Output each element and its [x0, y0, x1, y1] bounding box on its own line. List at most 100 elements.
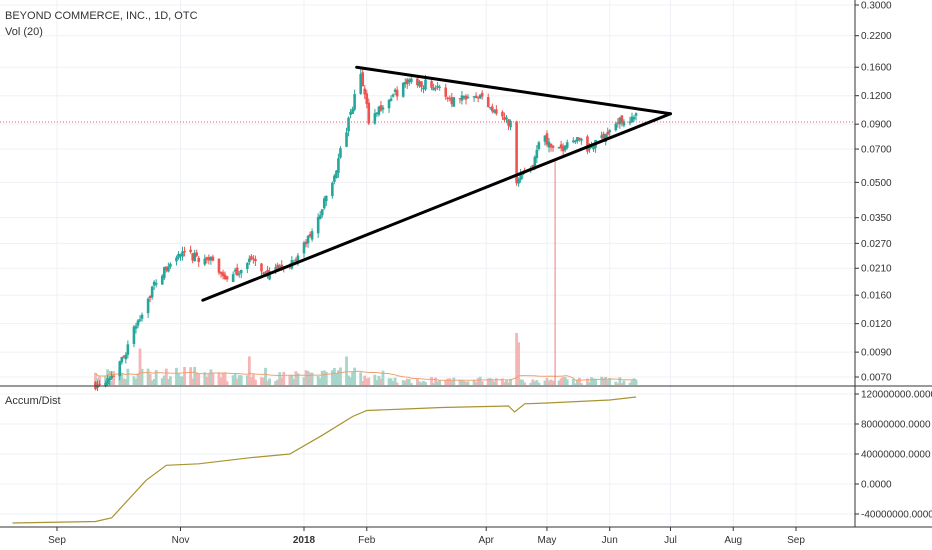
candle-body: [493, 110, 496, 113]
ad-tick-label: 80000000.0000: [861, 420, 931, 431]
candle-body: [574, 140, 577, 143]
ad-tick-label: 120000000.0000: [861, 390, 932, 401]
candle-body: [478, 94, 482, 99]
volume-bar: [278, 372, 282, 385]
volume-bar: [622, 380, 626, 385]
candle-body: [193, 252, 196, 262]
volume-bar: [446, 378, 450, 385]
candle-body: [324, 195, 328, 202]
volume-bar: [517, 342, 521, 385]
candle-body: [335, 170, 338, 178]
candle-body: [278, 266, 282, 268]
candle-body: [223, 274, 227, 279]
volume-bar: [237, 375, 241, 385]
candle-body: [112, 375, 115, 377]
candle-body: [167, 266, 170, 272]
volume-bar: [110, 380, 114, 385]
candle-body: [450, 97, 454, 105]
candle-body: [349, 111, 352, 115]
candle-body: [160, 275, 164, 285]
candle-body: [235, 267, 239, 276]
volume-bar: [179, 376, 182, 385]
candle-body: [405, 79, 409, 84]
candle-body: [628, 121, 632, 124]
candle-body: [207, 256, 211, 261]
candle-body: [389, 98, 393, 101]
candle-body: [586, 136, 589, 152]
price-overlays: [0, 65, 855, 385]
volume-bar: [349, 377, 352, 385]
volume-bar: [618, 377, 622, 385]
candle-body: [134, 325, 138, 329]
volume-bar: [203, 372, 207, 385]
candle-body: [316, 216, 320, 234]
volume-bar: [193, 366, 197, 385]
price-tick-label: 0.0270: [861, 239, 892, 250]
candle-body: [391, 94, 395, 97]
candle-body: [517, 179, 520, 184]
candle-body: [561, 146, 565, 152]
candle-body: [333, 175, 336, 182]
volume-bar: [288, 375, 292, 385]
accum-dist-line: [12, 396, 637, 524]
volume-bar: [136, 373, 140, 385]
indicator-label: Accum/Dist: [5, 395, 61, 407]
candle-body: [563, 145, 567, 151]
candle-body: [403, 82, 407, 85]
volume-bar: [320, 370, 324, 385]
volume-bar: [223, 372, 227, 385]
volume-bar: [387, 378, 391, 385]
volume-bar: [282, 371, 286, 385]
volume-bar: [486, 378, 490, 385]
price-tick-label: 0.0160: [861, 291, 892, 302]
volume-bar: [322, 370, 326, 385]
candle-body: [600, 135, 603, 138]
price-tick-label: 0.1600: [861, 63, 892, 74]
volume-bar: [523, 382, 527, 385]
volume-bar: [409, 383, 413, 385]
volume-bar: [122, 378, 126, 385]
volume-bar: [162, 375, 166, 385]
volume-bars: [94, 333, 638, 385]
candle-body: [618, 117, 622, 125]
candle-body: [632, 116, 636, 120]
candle-body: [320, 209, 324, 216]
price-tick-label: 0.0350: [861, 213, 892, 224]
candle-body: [179, 253, 182, 257]
volume-bar: [573, 383, 577, 385]
volume-bar: [361, 380, 365, 385]
volume-bar: [561, 376, 565, 385]
candle-body: [576, 136, 579, 142]
volume-bar: [359, 372, 363, 385]
volume-bar: [488, 378, 492, 385]
candle-body: [98, 383, 101, 385]
candle-body: [375, 112, 379, 114]
candle-body: [361, 72, 365, 87]
candle-body: [260, 263, 263, 272]
candle-body: [571, 140, 575, 143]
candle-body: [430, 80, 433, 88]
candle-body: [363, 88, 367, 95]
candle-body: [331, 182, 334, 197]
volume-bar: [266, 380, 269, 385]
volume-bar: [450, 380, 454, 385]
volume-bar: [353, 367, 357, 385]
volume-bar: [529, 382, 533, 385]
candle-body: [519, 173, 522, 180]
candle-body: [138, 319, 142, 321]
candle-body: [418, 81, 421, 87]
candle-body: [203, 258, 207, 265]
volume-bar: [432, 383, 435, 385]
volume-bar: [389, 378, 393, 385]
volume-bar: [148, 373, 152, 385]
candle-body: [347, 117, 350, 132]
volume-bar: [166, 379, 170, 385]
volume-bar: [507, 382, 510, 385]
candle-body: [551, 145, 555, 148]
volume-bar: [436, 381, 440, 385]
volume-bar: [422, 380, 425, 385]
candle-body: [351, 108, 354, 114]
price-tick-label: 0.0500: [861, 178, 892, 189]
